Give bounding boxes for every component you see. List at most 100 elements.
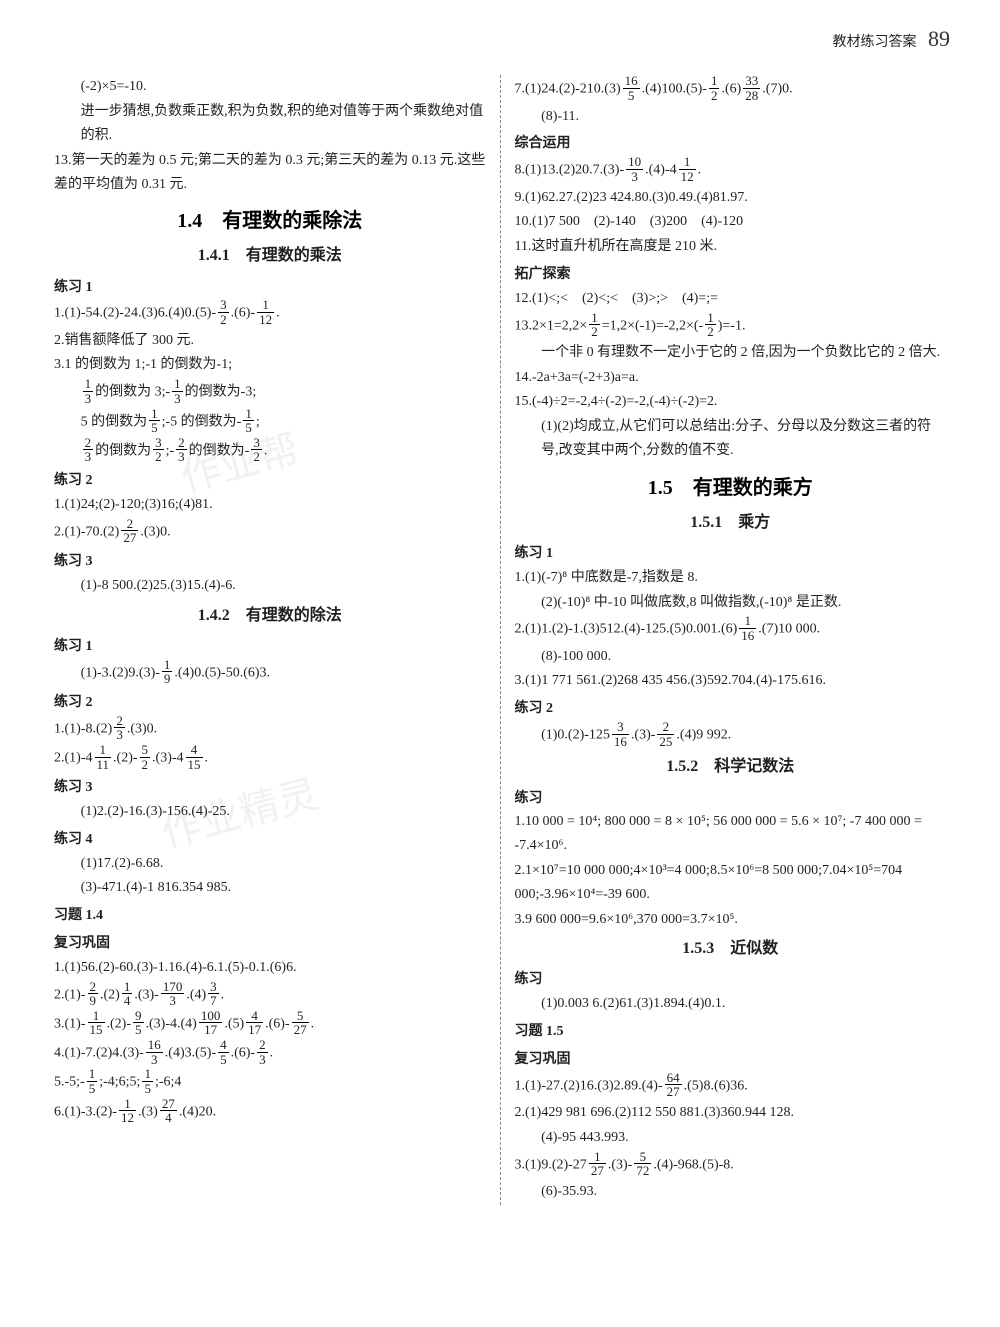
answer-line: 6.(1)-3.(2)-112.(3)274.(4)20. bbox=[54, 1098, 486, 1126]
answer-line: 2.(1)-70.(2)227.(3)0. bbox=[54, 518, 486, 546]
t: 2.(1)1.(2)-1.(3)512.(4)-125.(5)0.001.(6) bbox=[515, 622, 738, 637]
fraction: 417 bbox=[246, 1009, 263, 1037]
section-title: 1.5 有理数的乘方 bbox=[515, 471, 947, 505]
fraction: 163 bbox=[146, 1038, 163, 1066]
t: .(3)- bbox=[631, 727, 656, 742]
fraction: 23 bbox=[114, 714, 125, 742]
t: ; bbox=[256, 414, 260, 429]
t: .(4)3.(5)- bbox=[165, 1045, 216, 1060]
fraction: 45 bbox=[218, 1038, 229, 1066]
t: (- bbox=[694, 318, 703, 333]
answer-line: 3.(1)9.(2)-27127.(3)-572.(4)-968.(5)-8. bbox=[515, 1151, 947, 1179]
t: ;-6;4 bbox=[155, 1075, 181, 1090]
t: .(4)9 992. bbox=[676, 727, 731, 742]
fraction: 3328 bbox=[743, 74, 760, 102]
problem-set-heading: 习题 1.5 bbox=[515, 1020, 947, 1044]
t: 5 的倒数为 bbox=[81, 414, 148, 429]
t: .(7)0. bbox=[762, 82, 792, 97]
t: .(4)20. bbox=[179, 1104, 216, 1119]
t: 1.(1)-8.(2) bbox=[54, 721, 112, 736]
exercise-heading: 练习 2 bbox=[54, 691, 486, 715]
fraction: 23 bbox=[257, 1038, 268, 1066]
fraction: 127 bbox=[589, 1150, 606, 1178]
fraction: 15 bbox=[243, 407, 254, 435]
answer-line: 2.销售额降低了 300 元. bbox=[54, 329, 486, 353]
text: (-2)×5=-10. bbox=[54, 75, 486, 99]
t: .(4)-4 bbox=[645, 163, 677, 178]
review-heading: 复习巩固 bbox=[54, 932, 486, 956]
t: 3.(1)- bbox=[54, 1016, 86, 1031]
t: .(5)8.(6)36. bbox=[684, 1078, 748, 1093]
t: .(3)- bbox=[608, 1157, 633, 1172]
fraction: 15 bbox=[149, 407, 160, 435]
fraction: 6427 bbox=[665, 1071, 682, 1099]
fraction: 32 bbox=[153, 436, 164, 464]
exercise-heading: 练习 1 bbox=[515, 542, 947, 566]
t: .(7)10 000. bbox=[758, 622, 820, 637]
answer-line: (1)17.(2)-6.68. bbox=[54, 852, 486, 876]
answer-line: 13的倒数为 3;-13的倒数为-3; bbox=[54, 378, 486, 406]
text: 进一步猜想,负数乘正数,积为负数,积的绝对值等于两个乘数绝对值的积. bbox=[54, 100, 486, 148]
fraction: 15 bbox=[142, 1067, 153, 1095]
t: . bbox=[270, 1045, 274, 1060]
answer-line: (1)-3.(2)9.(3)-19.(4)0.(5)-50.(6)3. bbox=[54, 659, 486, 687]
t: .(3) bbox=[138, 1104, 158, 1119]
header-label: 教材练习答案 bbox=[833, 35, 917, 50]
right-column: 7.(1)24.(2)-210.(3)165.(4)100.(5)-12.(6)… bbox=[501, 75, 961, 1204]
fraction: 115 bbox=[88, 1009, 105, 1037]
t: . bbox=[264, 443, 268, 458]
t: ;- bbox=[166, 443, 175, 458]
t: . bbox=[221, 987, 225, 1002]
t: 1.(1)-27.(2)16.(3)2.89.(4)- bbox=[515, 1078, 663, 1093]
subsection-title: 1.4.2 有理数的除法 bbox=[54, 602, 486, 629]
t: .(4)-968.(5)-8. bbox=[653, 1157, 733, 1172]
page-header: 教材练习答案 89 bbox=[40, 20, 960, 57]
section-heading: 综合运用 bbox=[515, 132, 947, 156]
t: .(3)-4.(4) bbox=[146, 1016, 197, 1031]
t: .(2) bbox=[100, 987, 120, 1002]
fraction: 15 bbox=[87, 1067, 98, 1095]
fraction: 37 bbox=[208, 980, 219, 1008]
answer-line: 3.(1)1 771 561.(2)268 435 456.(3)592.704… bbox=[515, 669, 947, 693]
answer-line: (3)-471.(4)-1 816.354 985. bbox=[54, 876, 486, 900]
t: .(3)- bbox=[134, 987, 159, 1002]
answer-line: 1.(1)-8.(2)23.(3)0. bbox=[54, 715, 486, 743]
t: 8.(1)13.(2)20.7.(3)- bbox=[515, 163, 625, 178]
exercise-heading: 练习 2 bbox=[54, 469, 486, 493]
fraction: 14 bbox=[122, 980, 133, 1008]
fraction: 12 bbox=[589, 311, 600, 339]
t: ;-5 的倒数为- bbox=[162, 414, 242, 429]
t: .(3)0. bbox=[127, 721, 157, 736]
t: 3.(1)9.(2)-27 bbox=[515, 1157, 587, 1172]
answer-line: 一个非 0 有理数不一定小于它的 2 倍,因为一个负数比它的 2 倍大. bbox=[515, 341, 947, 365]
fraction: 23 bbox=[176, 436, 187, 464]
t: ;-4;6;5; bbox=[99, 1075, 140, 1090]
t: .(3)0. bbox=[140, 524, 170, 539]
t: 4.(1)-7.(2)4.(3)- bbox=[54, 1045, 144, 1060]
subsection-title: 1.5.3 近似数 bbox=[515, 935, 947, 962]
exercise-heading: 练习 bbox=[515, 787, 947, 811]
fraction: 23 bbox=[83, 436, 94, 464]
fraction: 10017 bbox=[199, 1009, 223, 1037]
fraction: 32 bbox=[218, 298, 229, 326]
answer-line: 5.-5;-15;-4;6;5;15;-6;4 bbox=[54, 1068, 486, 1096]
fraction: 112 bbox=[679, 155, 696, 183]
answer-line: 15.(-4)÷2=-2,4÷(-2)=-2,(-4)÷(-2)=2. bbox=[515, 390, 947, 414]
answer-line: 1.(1)-27.(2)16.(3)2.89.(4)-6427.(5)8.(6)… bbox=[515, 1072, 947, 1100]
answer-line: 14.-2a+3a=(-2+3)a=a. bbox=[515, 366, 947, 390]
fraction: 95 bbox=[133, 1009, 144, 1037]
subsection-title: 1.5.1 乘方 bbox=[515, 509, 947, 536]
fraction: 103 bbox=[626, 155, 643, 183]
t: 7.(1)24.(2)-210.(3) bbox=[515, 82, 621, 97]
t: .(4)100.(5)- bbox=[642, 82, 707, 97]
t: . bbox=[698, 163, 702, 178]
t: .(6)- bbox=[231, 306, 256, 321]
fraction: 316 bbox=[612, 720, 629, 748]
answer-line: (1)0.(2)-125316.(3)-225.(4)9 992. bbox=[515, 721, 947, 749]
t: .(6) bbox=[721, 82, 741, 97]
answer-line: 7.(1)24.(2)-210.(3)165.(4)100.(5)-12.(6)… bbox=[515, 75, 947, 103]
t: 2.(1)-4 bbox=[54, 750, 93, 765]
t: 2.(1)- bbox=[54, 987, 86, 1002]
exercise-heading: 练习 1 bbox=[54, 276, 486, 300]
fraction: 13 bbox=[172, 377, 183, 405]
